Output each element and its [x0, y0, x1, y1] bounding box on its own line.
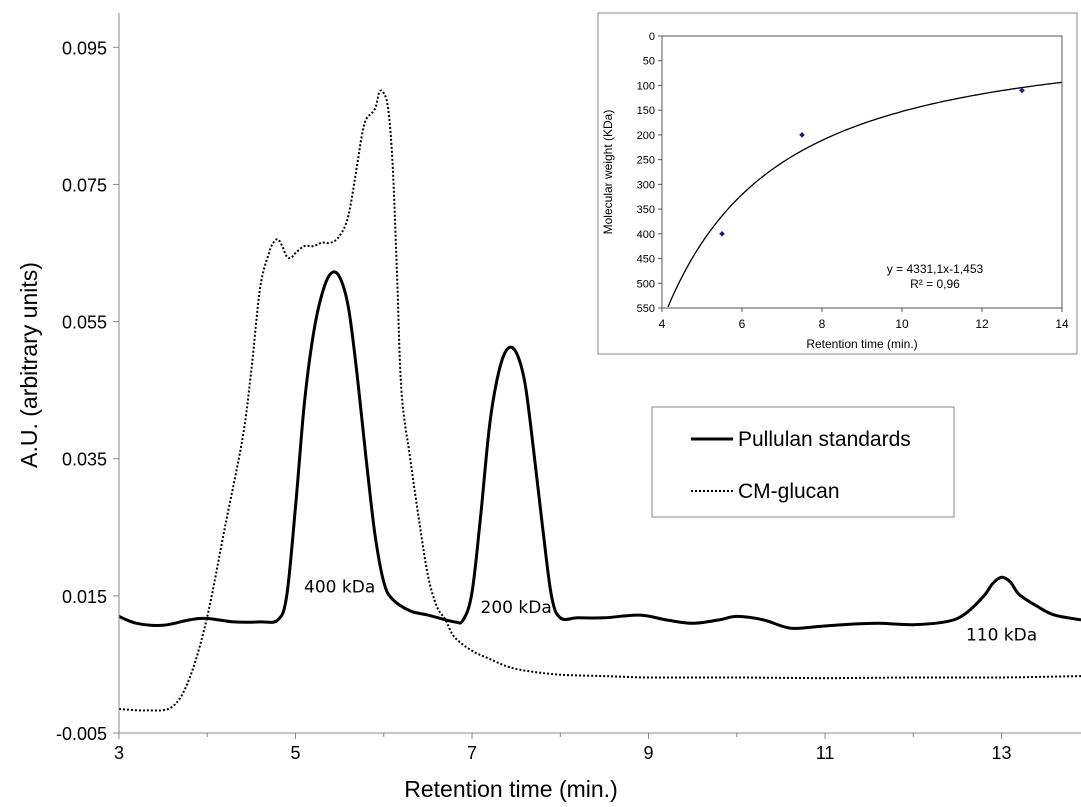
- inset-plot-area: [661, 35, 1063, 309]
- peak-label: 110 kDa: [966, 625, 1037, 645]
- main-plot-marks: [118, 89, 1081, 712]
- y-tick-label: 0.075: [62, 175, 107, 195]
- y-axis-title: A.U. (arbitrary units): [16, 262, 42, 468]
- main-plot-ticks: -0.005 0.015 0.035 0.055 0.075 0.095 3 5 7 9 11 13: [56, 38, 1012, 763]
- inset-axes: [661, 35, 1063, 309]
- series-line-cm-glucan: [118, 89, 1081, 712]
- inset-x-tick-label: 6: [739, 317, 746, 331]
- inset-x-tick-label: 14: [1055, 317, 1069, 331]
- legend-label-pullulan: Pullulan standards: [738, 428, 911, 451]
- y-tick-label: 0.035: [62, 450, 107, 470]
- legend-box: [651, 406, 955, 518]
- inset-x-tick-label: 12: [975, 317, 989, 331]
- peak-label: 200 kDa: [481, 598, 552, 618]
- inset-y-tick-label: 400: [637, 229, 655, 241]
- y-tick-label: 0.095: [62, 38, 107, 58]
- inset-y-tick-label: 200: [637, 130, 655, 142]
- inset-data-point: [799, 132, 805, 138]
- inset-trendline: [667, 81, 1063, 308]
- inset-y-tick-label: 300: [637, 179, 655, 191]
- x-tick-label: 5: [291, 743, 301, 763]
- inset-y-tick-label: 250: [637, 155, 655, 167]
- inset-y-tick-label: 450: [637, 254, 655, 266]
- inset-equation: y = 4331,1x-1,453: [887, 262, 984, 276]
- inset-y-tick-label: 50: [643, 56, 655, 68]
- inset-y-tick-label: 550: [637, 303, 655, 315]
- inset-marks: [667, 81, 1063, 308]
- main-plot-annotations: 400 kDa 200 kDa 110 kDa: [304, 577, 1037, 645]
- inset-y-axis-title: Molecular weight (KDa): [601, 110, 615, 235]
- inset-y-tick-label: 0: [649, 31, 655, 43]
- y-tick-label: -0.005: [56, 724, 107, 744]
- main-plot-axes: [118, 13, 1081, 734]
- x-tick-label: 13: [992, 743, 1012, 763]
- series-line-pullulan: [118, 270, 1081, 630]
- x-tick-label: 3: [114, 743, 124, 763]
- inset-y-tick-label: 350: [637, 204, 655, 216]
- inset-x-tick-label: 10: [895, 317, 909, 331]
- inset-data-point: [719, 230, 725, 237]
- x-tick-label: 7: [467, 743, 477, 763]
- inset-x-tick-label: 4: [659, 317, 666, 331]
- inset-data-point: [1019, 87, 1025, 94]
- inset-ticks: 0 50 100 150 200 250 300 350 400 450 500 550 4 6 8 10 12…: [637, 31, 1069, 331]
- x-tick-label: 9: [644, 743, 654, 763]
- y-tick-label: 0.055: [62, 313, 107, 333]
- x-tick-label: 11: [816, 743, 835, 763]
- inset-r-squared: R² = 0,96: [910, 277, 960, 291]
- inset-frame: [597, 12, 1078, 355]
- peak-label: 400 kDa: [304, 577, 375, 597]
- inset-x-tick-label: 8: [819, 317, 826, 331]
- x-axis-title: Retention time (min.): [404, 776, 617, 802]
- y-tick-label: 0.015: [62, 587, 107, 607]
- inset-x-axis-title: Retention time (min.): [806, 337, 917, 351]
- inset-chart: 0 50 100 150 200 250 300 350 400 450 500 550 4 6 8 10 12…: [597, 12, 1078, 355]
- legend: Pullulan standards CM-glucan: [651, 406, 955, 518]
- legend-label-cm-glucan: CM-glucan: [738, 480, 840, 503]
- inset-y-tick-label: 150: [637, 105, 655, 117]
- inset-y-tick-label: 500: [637, 278, 655, 290]
- inset-y-tick-label: 100: [637, 80, 655, 92]
